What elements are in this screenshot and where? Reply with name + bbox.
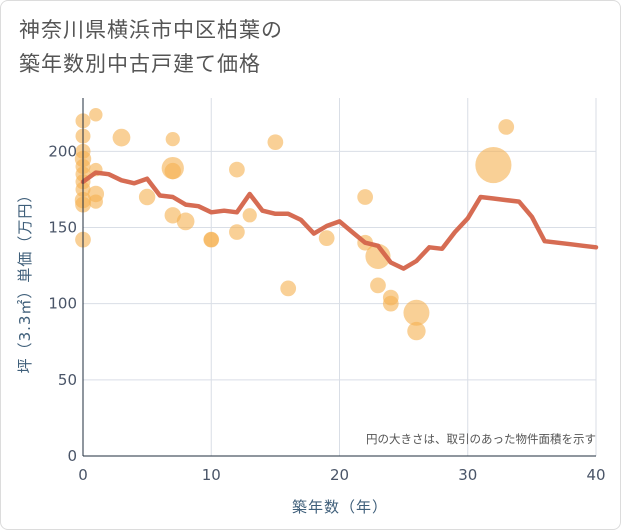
scatter-bubbles: [74, 108, 515, 341]
y-tick-label: 0: [67, 447, 77, 465]
scatter-bubble: [475, 146, 512, 184]
scatter-bubble: [112, 128, 131, 147]
chart-title: 神奈川県横浜市中区柏葉の 築年数別中古戸建て価格: [19, 13, 283, 81]
x-tick-label: 0: [78, 466, 88, 484]
scatter-bubble: [382, 295, 399, 312]
scatter-bubble: [164, 162, 181, 180]
scatter-bubble: [203, 232, 219, 248]
scatter-bubble: [242, 208, 257, 223]
scatter-bubble: [280, 280, 297, 297]
scatter-bubble: [365, 243, 391, 269]
scatter-bubble: [164, 207, 181, 224]
y-tick-label: 150: [48, 218, 77, 236]
y-tick-label: 200: [48, 142, 77, 160]
scatter-bubble: [88, 194, 103, 209]
scatter-bubble: [370, 277, 386, 294]
x-tick-label: 40: [586, 466, 605, 484]
scatter-bubble: [318, 230, 335, 247]
scatter-bubble: [165, 132, 180, 147]
bubble-size-note: 円の大きさは、取引のあった物件面積を示す: [366, 432, 596, 446]
scatter-bubble: [407, 321, 426, 341]
trend-line: [80, 170, 599, 271]
y-tick-label: 50: [58, 371, 77, 389]
scatter-bubble: [89, 108, 103, 122]
scatter-bubble: [229, 161, 245, 178]
x-tick-label: 30: [458, 466, 477, 484]
scatter-bubble: [229, 224, 245, 240]
x-tick-label: 20: [330, 466, 349, 484]
grid-lines: [83, 98, 597, 456]
x-axis-title: 築年数（年）: [292, 498, 388, 516]
average-price-line: [80, 170, 599, 271]
scatter-bubble: [357, 189, 374, 205]
scatter-bubble: [498, 119, 515, 135]
scatter-bubble: [176, 212, 195, 231]
y-axis-title: 坪（3.3㎡）単価（万円）: [16, 187, 34, 374]
scatter-bubble: [267, 134, 284, 151]
axes: 0 50 100 150 200 0 10 20 30 40: [48, 98, 606, 484]
chart-title-line-1: 神奈川県横浜市中区柏葉の: [19, 18, 283, 42]
chart-title-line-2: 築年数別中古戸建て価格: [19, 52, 261, 76]
y-tick-label: 100: [48, 295, 77, 313]
scatter-bubble: [138, 188, 156, 206]
x-tick-label: 10: [202, 466, 221, 484]
scatter-bubble: [403, 299, 430, 326]
